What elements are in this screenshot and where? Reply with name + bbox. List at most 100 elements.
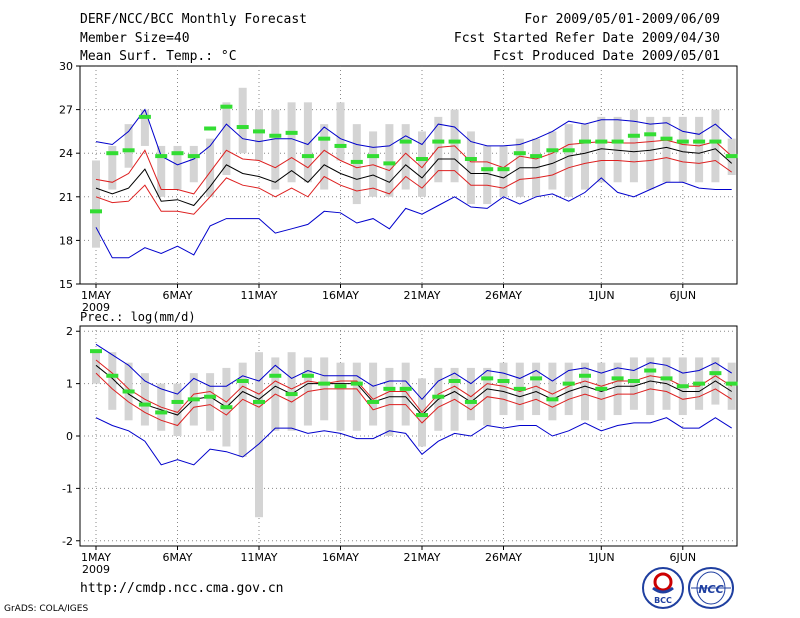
ensemble-box <box>629 109 638 183</box>
member-size: Member Size=40 <box>80 31 190 46</box>
y-tick-label: 27 <box>59 104 73 117</box>
ensemble-box <box>548 131 557 190</box>
observed-marker <box>106 151 119 156</box>
bcc-logo: BCC <box>642 567 684 609</box>
fcst-produced-date: Fcst Produced Date 2009/05/01 <box>493 49 720 64</box>
x-tick-label: 1JUN <box>588 289 615 302</box>
ensemble-box <box>646 116 655 190</box>
series-line-min <box>95 417 732 466</box>
ncc-logo: NCC <box>688 567 734 609</box>
series-line-upper <box>95 359 732 414</box>
ensemble-box <box>564 362 573 416</box>
observed-marker <box>595 139 608 144</box>
x-tick-label: 26MAY <box>485 289 522 302</box>
observed-marker <box>709 371 722 376</box>
x-tick-label: 16MAY <box>322 551 359 564</box>
observed-marker <box>383 161 396 166</box>
ensemble-box <box>255 352 263 518</box>
source-url[interactable]: http://cmdp.ncc.cma.gov.cn <box>80 581 284 596</box>
x-tick-label: 1MAY <box>81 551 111 564</box>
observed-marker <box>416 413 428 418</box>
observed-marker <box>513 151 526 156</box>
ensemble-box <box>613 362 622 416</box>
observed-marker <box>595 386 608 391</box>
ensemble-box <box>238 87 247 154</box>
observed-marker <box>367 399 380 404</box>
ensemble-box <box>124 124 133 168</box>
ensemble-box <box>385 367 394 436</box>
observed-marker <box>399 139 412 144</box>
series-line-min <box>95 177 732 259</box>
x-tick-label: 6JUN <box>670 551 697 564</box>
observed-marker <box>318 136 331 141</box>
observed-marker <box>562 148 575 153</box>
forecast-range: For 2009/05/01-2009/06/09 <box>524 12 720 27</box>
x-tick-label: 11MAY <box>241 551 278 564</box>
observed-marker <box>367 154 380 159</box>
observed-marker <box>350 159 363 164</box>
y-tick-label: 30 <box>59 60 73 73</box>
observed-marker <box>676 384 689 389</box>
series-line-max <box>95 343 732 401</box>
ensemble-box <box>108 145 117 190</box>
ensemble-box <box>434 116 443 183</box>
chart-title: DERF/NCC/BCC Monthly Forecast <box>80 12 307 27</box>
observed-marker <box>660 136 673 141</box>
x-tick-label: 6JUN <box>670 289 697 302</box>
observed-marker <box>187 154 200 159</box>
observed-marker <box>122 148 135 153</box>
ensemble-box <box>189 145 198 183</box>
ensemble-box <box>646 357 655 416</box>
x-tick-label: 6MAY <box>163 551 193 564</box>
ensemble-box <box>173 383 182 436</box>
observed-marker <box>90 349 102 354</box>
ensemble-box <box>369 362 378 426</box>
observed-marker <box>579 373 591 378</box>
observed-marker <box>236 379 249 383</box>
observed-marker <box>285 392 298 397</box>
ensemble-box <box>564 124 573 197</box>
observed-marker <box>611 139 624 144</box>
variable-label: Mean Surf. Temp.: °C <box>80 49 237 64</box>
ensemble-box <box>483 145 492 205</box>
observed-marker <box>497 379 510 383</box>
ncc-logo-text: NCC <box>698 583 723 596</box>
ensemble-box <box>320 124 329 190</box>
ensemble-box <box>581 124 589 190</box>
ensemble-box <box>92 160 100 248</box>
observed-marker <box>204 126 217 131</box>
observed-marker <box>627 379 640 383</box>
ensemble-box <box>157 145 166 197</box>
x-tick-label: 6MAY <box>163 289 193 302</box>
ensemble-box <box>401 362 410 426</box>
observed-marker <box>106 373 119 378</box>
observed-marker <box>530 376 543 381</box>
ensemble-box <box>287 102 296 183</box>
ensemble-box <box>499 145 508 197</box>
ensemble-box <box>727 362 736 410</box>
series-line-mean <box>95 146 733 207</box>
observed-marker <box>318 381 331 386</box>
observed-marker <box>644 132 657 137</box>
observed-marker <box>90 209 102 214</box>
observed-marker <box>644 368 657 373</box>
observed-marker <box>301 373 314 378</box>
observed-marker <box>627 133 640 138</box>
ensemble-box <box>222 102 231 175</box>
x-tick-label: 11MAY <box>241 289 278 302</box>
x-year-label: 2009 <box>82 563 110 576</box>
series-line-max <box>95 108 733 166</box>
y-tick-label: 0 <box>66 430 73 443</box>
ensemble-box <box>466 131 475 205</box>
observed-marker <box>236 125 249 130</box>
observed-marker <box>546 148 559 153</box>
x-tick-label: 21MAY <box>404 289 441 302</box>
observed-marker <box>464 157 477 162</box>
observed-marker <box>725 154 738 159</box>
ensemble-box <box>352 362 361 431</box>
observed-marker <box>448 139 461 144</box>
observed-marker <box>432 139 445 144</box>
ensemble-box <box>108 352 117 410</box>
ensemble-box <box>711 109 720 183</box>
